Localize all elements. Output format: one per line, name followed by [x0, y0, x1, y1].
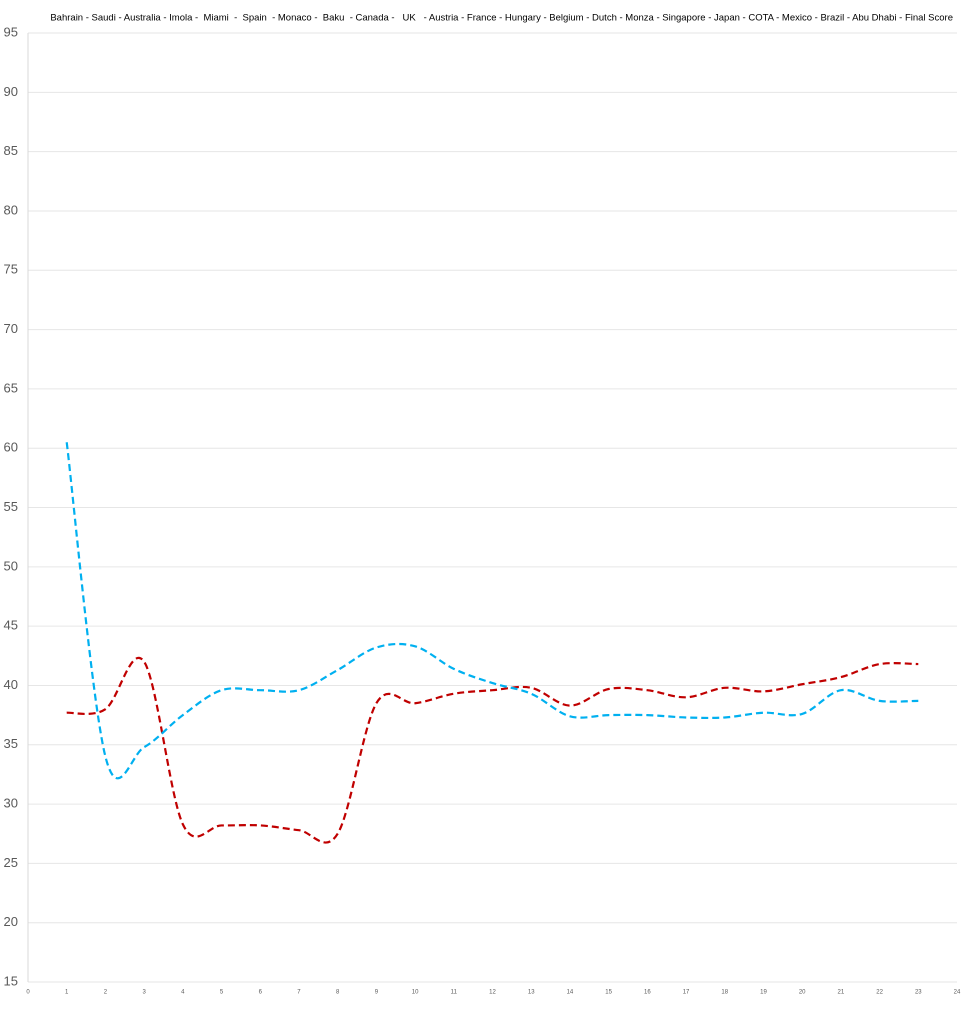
y-tick-label: 15: [4, 973, 18, 988]
x-tick-label: 3: [142, 990, 146, 996]
x-tick-label: 6: [259, 990, 263, 996]
x-tick-label: 11: [451, 990, 458, 996]
x-tick-label: 12: [489, 990, 496, 996]
x-tick-label: 0: [26, 990, 30, 996]
y-tick-label: 70: [4, 321, 18, 336]
y-tick-label: 65: [4, 380, 18, 395]
x-tick-label: 24: [954, 990, 961, 996]
y-tick-label: 30: [4, 796, 18, 811]
y-tick-label: 60: [4, 440, 18, 455]
y-tick-label: 95: [4, 24, 18, 39]
y-tick-label: 90: [4, 84, 18, 99]
y-tick-label: 25: [4, 855, 18, 870]
y-tick-label: 35: [4, 736, 18, 751]
y-tick-label: 85: [4, 143, 18, 158]
x-tick-label: 2: [104, 990, 108, 996]
x-tick-label: 21: [838, 990, 845, 996]
x-tick-label: 16: [644, 990, 651, 996]
line-series: [66, 657, 919, 844]
x-tick-label: 1: [65, 990, 69, 996]
x-tick-label: 8: [336, 990, 340, 996]
y-tick-label: 75: [4, 262, 18, 277]
y-tick-label: 45: [4, 618, 18, 633]
line-series: [65, 442, 919, 780]
x-tick-label: 22: [876, 990, 883, 996]
x-tick-label: 18: [721, 990, 728, 996]
y-tick-label: 55: [4, 499, 18, 514]
x-tick-label: 14: [567, 990, 574, 996]
x-tick-label: 10: [412, 990, 419, 996]
y-tick-label: 80: [4, 202, 18, 217]
x-tick-label: 13: [528, 990, 535, 996]
y-tick-label: 20: [4, 914, 18, 929]
y-tick-label: 50: [4, 558, 18, 573]
x-tick-label: 20: [799, 990, 806, 996]
x-tick-label: 7: [297, 990, 301, 996]
x-tick-label: 15: [605, 990, 612, 996]
y-tick-label: 40: [4, 677, 18, 692]
x-tick-label: 4: [181, 990, 185, 996]
x-tick-label: 23: [915, 990, 922, 996]
x-tick-label: 9: [375, 990, 379, 996]
x-tick-label: 19: [760, 990, 767, 996]
chart-title: Bahrain - Saudi - Australia - Imola - Mi…: [50, 13, 953, 24]
x-tick-label: 5: [220, 990, 224, 996]
x-tick-label: 17: [683, 990, 690, 996]
